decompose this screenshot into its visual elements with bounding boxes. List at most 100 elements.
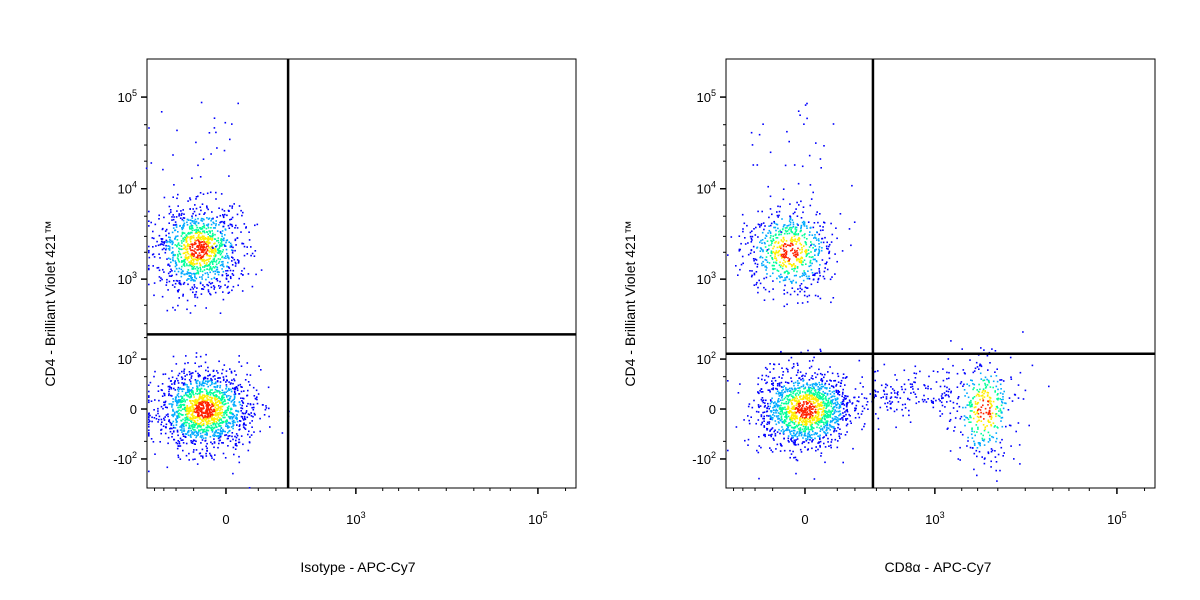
- event-dot: [831, 233, 834, 236]
- event-dot: [795, 395, 798, 398]
- event-dot: [211, 245, 213, 247]
- event-dot: [168, 222, 170, 224]
- event-dot: [246, 373, 248, 376]
- event-dot: [812, 378, 814, 380]
- event-dot: [234, 227, 236, 229]
- event-dot: [794, 433, 797, 436]
- event-dot: [820, 425, 822, 427]
- event-dot: [811, 417, 813, 420]
- event-dot: [222, 291, 224, 293]
- event-dot: [218, 271, 220, 273]
- event-dot: [171, 436, 173, 438]
- event-dot: [766, 427, 768, 430]
- event-dot: [757, 391, 759, 393]
- event-dot: [749, 270, 751, 272]
- event-dot: [171, 370, 173, 372]
- event-dot: [219, 429, 222, 431]
- event-dot: [799, 419, 802, 421]
- event-dot: [220, 430, 223, 432]
- event-dot: [842, 399, 845, 401]
- event-dot: [234, 444, 237, 447]
- event-dot: [255, 273, 257, 276]
- event-dot: [233, 402, 235, 404]
- event-dot: [217, 273, 220, 276]
- event-dot: [189, 396, 192, 398]
- event-dot: [811, 393, 814, 396]
- event-dot: [200, 209, 202, 212]
- event-dot: [801, 275, 803, 277]
- event-dot: [816, 400, 818, 402]
- event-dot: [823, 421, 825, 424]
- event-dot: [191, 229, 194, 232]
- event-dot: [992, 386, 994, 389]
- event-dot: [777, 399, 779, 402]
- event-dot: [268, 407, 270, 410]
- event-dot: [234, 249, 236, 252]
- event-dot: [799, 448, 802, 451]
- event-dot: [789, 433, 792, 435]
- event-dot: [226, 396, 228, 398]
- event-dot: [181, 228, 184, 231]
- event-dot: [211, 381, 213, 384]
- event-dot: [242, 211, 244, 214]
- event-dot: [802, 374, 804, 377]
- event-dot: [200, 241, 202, 244]
- event-dot: [223, 391, 226, 394]
- event-dot: [216, 385, 219, 388]
- event-dot: [208, 410, 211, 412]
- event-dot: [800, 434, 803, 437]
- event-dot: [240, 410, 242, 412]
- event-dot: [250, 254, 252, 257]
- event-dot: [811, 234, 814, 236]
- event-dot: [181, 404, 184, 406]
- event-dot: [769, 391, 771, 393]
- event-dot: [987, 412, 990, 414]
- event-dot: [204, 242, 207, 245]
- event-dot: [194, 267, 197, 270]
- event-dot: [200, 228, 202, 231]
- event-dot: [196, 427, 199, 429]
- event-dot: [828, 409, 830, 412]
- event-dot: [221, 372, 223, 375]
- event-dot: [208, 258, 210, 260]
- event-dot: [240, 231, 242, 233]
- event-dot: [784, 243, 787, 245]
- event-dot: [193, 220, 195, 222]
- event-dot: [835, 389, 838, 392]
- event-dot: [821, 237, 823, 240]
- event-dot: [789, 263, 791, 265]
- event-dot: [770, 415, 772, 418]
- event-dot: [788, 441, 790, 443]
- event-dot: [757, 236, 759, 238]
- event-dot: [841, 403, 843, 406]
- event-dot: [867, 408, 869, 410]
- event-dot: [225, 423, 228, 425]
- event-dot: [199, 237, 201, 240]
- event-dot: [820, 455, 822, 457]
- event-dot: [805, 250, 808, 253]
- event-dot: [205, 421, 208, 424]
- event-dot: [204, 402, 207, 405]
- x-tick-label: 103: [346, 510, 365, 527]
- event-dot: [205, 227, 208, 230]
- event-dot: [145, 167, 148, 170]
- event-dot: [994, 450, 996, 452]
- event-dot: [176, 402, 178, 405]
- event-dot: [164, 406, 167, 408]
- event-dot: [809, 414, 811, 416]
- event-dot: [212, 221, 214, 224]
- event-dot: [823, 426, 826, 429]
- event-dot: [824, 461, 826, 464]
- event-dot: [197, 248, 200, 250]
- event-dot: [800, 433, 803, 436]
- event-dot: [206, 433, 208, 436]
- event-dot: [193, 254, 195, 256]
- event-dot: [800, 395, 802, 397]
- event-dot: [166, 309, 169, 312]
- event-dot: [808, 428, 810, 431]
- event-dot: [238, 425, 241, 427]
- event-dot: [783, 385, 786, 387]
- event-dot: [817, 418, 819, 420]
- event-dot: [195, 380, 198, 382]
- event-dot: [208, 249, 210, 252]
